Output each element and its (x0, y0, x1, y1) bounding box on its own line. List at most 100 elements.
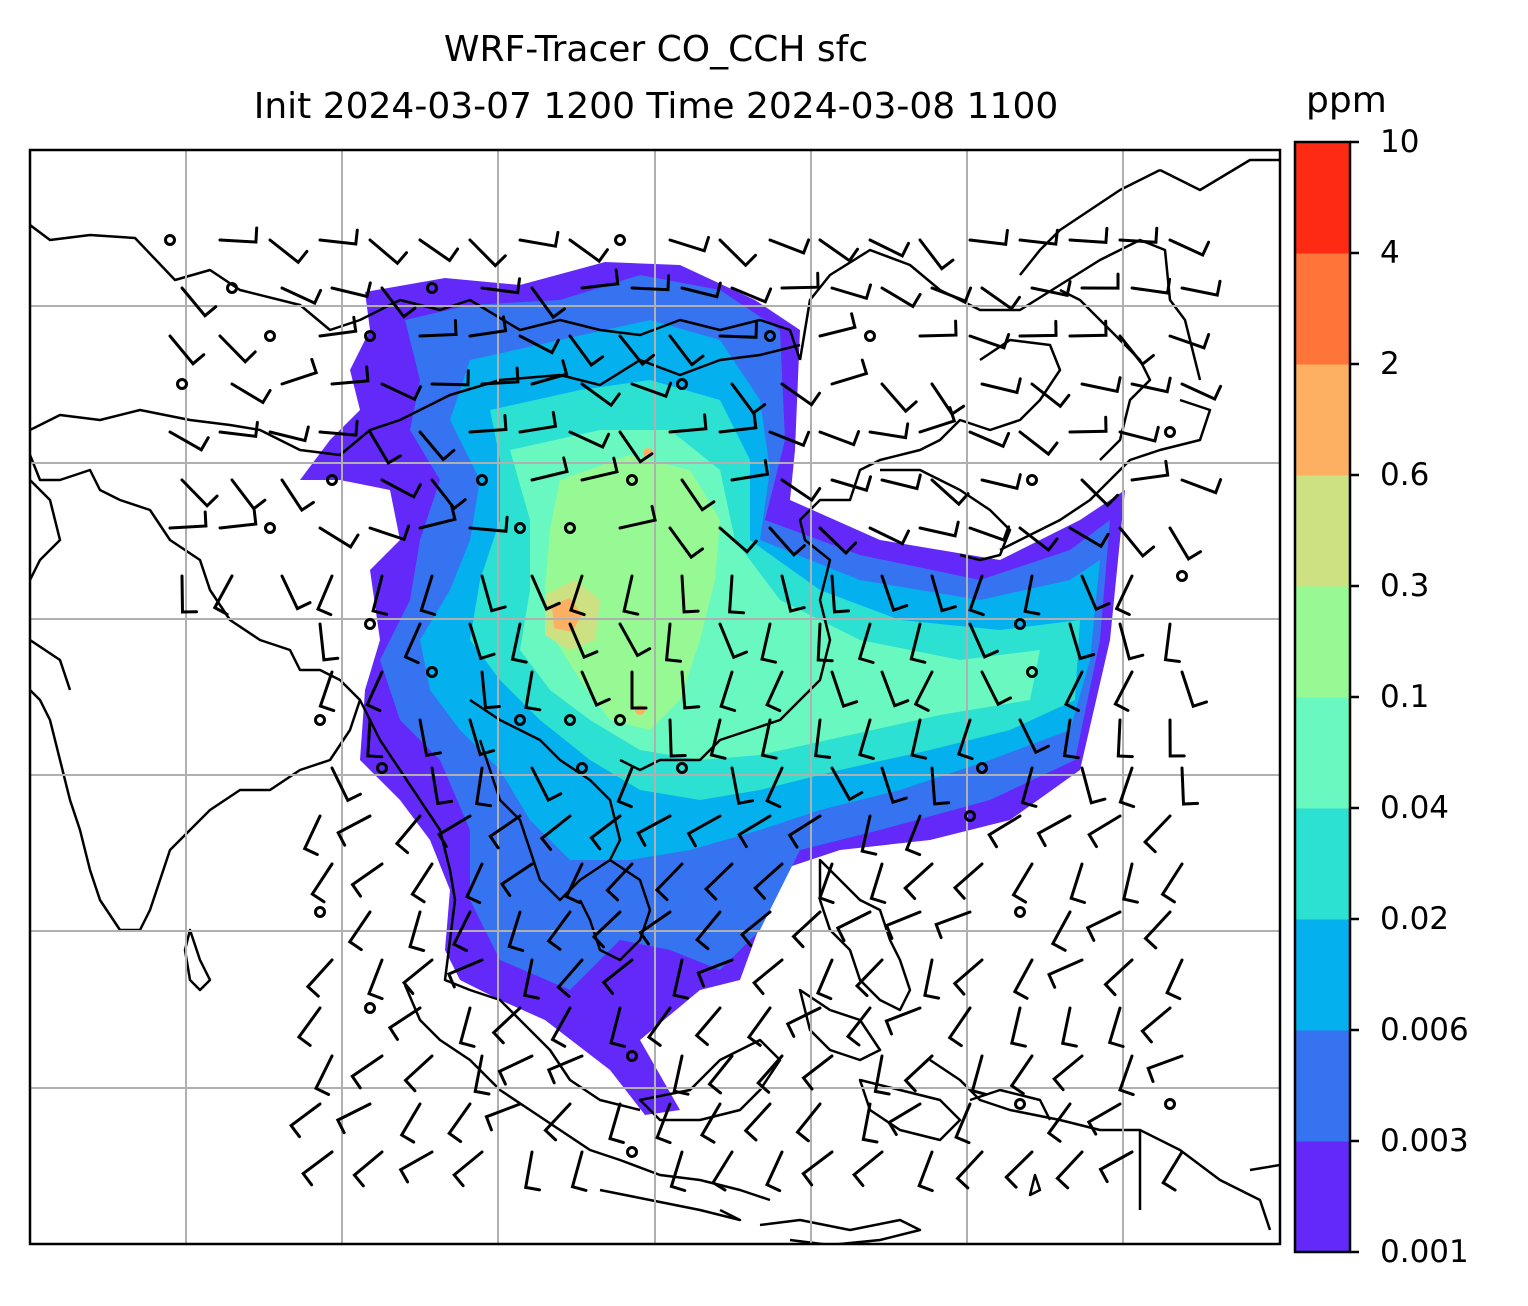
wind-barb (768, 526, 806, 558)
wind-barb (904, 814, 922, 857)
wind-barb (1180, 279, 1222, 297)
wind-barb (1180, 670, 1208, 709)
calm-wind-marker (1026, 666, 1038, 678)
wind-barb (694, 1006, 722, 1046)
wind-barb (730, 766, 755, 806)
wind-barb (753, 862, 784, 900)
wind-barb (180, 286, 218, 318)
wind-barb (1086, 1102, 1122, 1136)
wind-barb (956, 718, 974, 761)
wind-barb (760, 718, 778, 760)
wind-barb (447, 1102, 472, 1143)
wind-barb (1161, 1150, 1184, 1192)
colorbar-tick-label: 10 (1380, 124, 1420, 160)
wind-barb (522, 958, 540, 1000)
wind-barb (550, 1006, 572, 1048)
wind-barb (430, 478, 467, 511)
wind-barb (419, 574, 437, 616)
wind-barb (630, 670, 648, 710)
wind-barb (1114, 574, 1134, 616)
wind-barb (669, 1150, 687, 1192)
wind-barb (387, 1006, 422, 1041)
wind-barb (497, 1054, 534, 1086)
wind-barb (394, 814, 422, 855)
wind-barb (468, 238, 507, 268)
calm-wind-marker (426, 282, 438, 294)
wind-barb (335, 1102, 372, 1135)
colorbar-segment (1295, 697, 1350, 809)
wind-barb (451, 910, 472, 952)
wind-barb (854, 958, 884, 998)
wind-barb (347, 910, 372, 952)
wind-barb (930, 382, 966, 417)
wind-barb (918, 520, 960, 538)
wind-barb (580, 268, 620, 290)
wind-barb (680, 281, 722, 299)
wind-barb (845, 1006, 872, 1047)
wind-barb (380, 382, 422, 402)
wind-barb (318, 622, 340, 662)
calm-wind-marker (1014, 1098, 1026, 1110)
wind-barb (1030, 280, 1072, 298)
wind-barb (401, 958, 434, 995)
wind-barb (857, 622, 875, 664)
wind-barb (1062, 718, 1080, 760)
wind-barb (1068, 526, 1110, 549)
wind-barb (1018, 526, 1059, 553)
wind-barb (801, 1054, 834, 1091)
wind-barb (861, 1102, 879, 1144)
wind-barb (718, 238, 757, 268)
wind-barb (968, 333, 1011, 350)
wind-barb (524, 670, 542, 712)
wind-barb (589, 814, 622, 851)
colorbar-segment (1295, 1141, 1350, 1253)
wind-barb (305, 958, 334, 998)
wind-barb (818, 430, 861, 447)
colorbar-segment (1295, 919, 1350, 1031)
wind-barb (507, 910, 525, 952)
colorbar-segment (1295, 142, 1350, 254)
wind-barb (366, 718, 384, 759)
wind-barb (851, 1150, 884, 1188)
wind-barb (316, 574, 334, 617)
calm-wind-marker (164, 234, 176, 246)
calm-wind-marker (864, 330, 876, 342)
wind-barb (268, 425, 310, 443)
wind-barb (680, 574, 700, 614)
wind-barb (368, 238, 408, 266)
wind-barb (818, 312, 857, 338)
wind-barb (672, 1054, 690, 1096)
wind-barb (437, 814, 472, 848)
wind-barb (403, 1054, 434, 1093)
wind-barb (518, 410, 558, 434)
wind-barb (318, 526, 360, 549)
wind-barb (780, 478, 822, 503)
wind-barb (180, 478, 219, 508)
wind-barb (280, 286, 323, 306)
wind-barb (980, 473, 1022, 491)
wind-barb (1180, 478, 1223, 495)
colorbar-tick-label: 0.001 (1380, 1234, 1469, 1270)
wind-barb (1068, 415, 1108, 434)
wind-barb (816, 622, 834, 663)
wind-barb (1004, 1150, 1034, 1189)
wind-barb (680, 478, 716, 512)
colorbar-segment (1295, 808, 1350, 920)
wind-barb (618, 334, 655, 367)
calm-wind-marker (676, 762, 688, 774)
wind-barb (168, 334, 206, 366)
colorbar-tick-label: 0.04 (1380, 790, 1450, 826)
wind-barb (1055, 1150, 1084, 1190)
wind-barb (873, 1054, 891, 1096)
wind-barb (930, 286, 973, 304)
wind-barb (830, 766, 864, 802)
wind-barb (1046, 1102, 1072, 1143)
wind-barb (739, 910, 772, 947)
wind-barb (760, 622, 778, 664)
wind-barb (730, 458, 770, 482)
wind-barb (608, 1102, 625, 1144)
wind-barb (746, 1006, 772, 1047)
wind-barb (318, 228, 359, 246)
wind-barb (880, 382, 918, 414)
wind-barb (668, 235, 710, 253)
